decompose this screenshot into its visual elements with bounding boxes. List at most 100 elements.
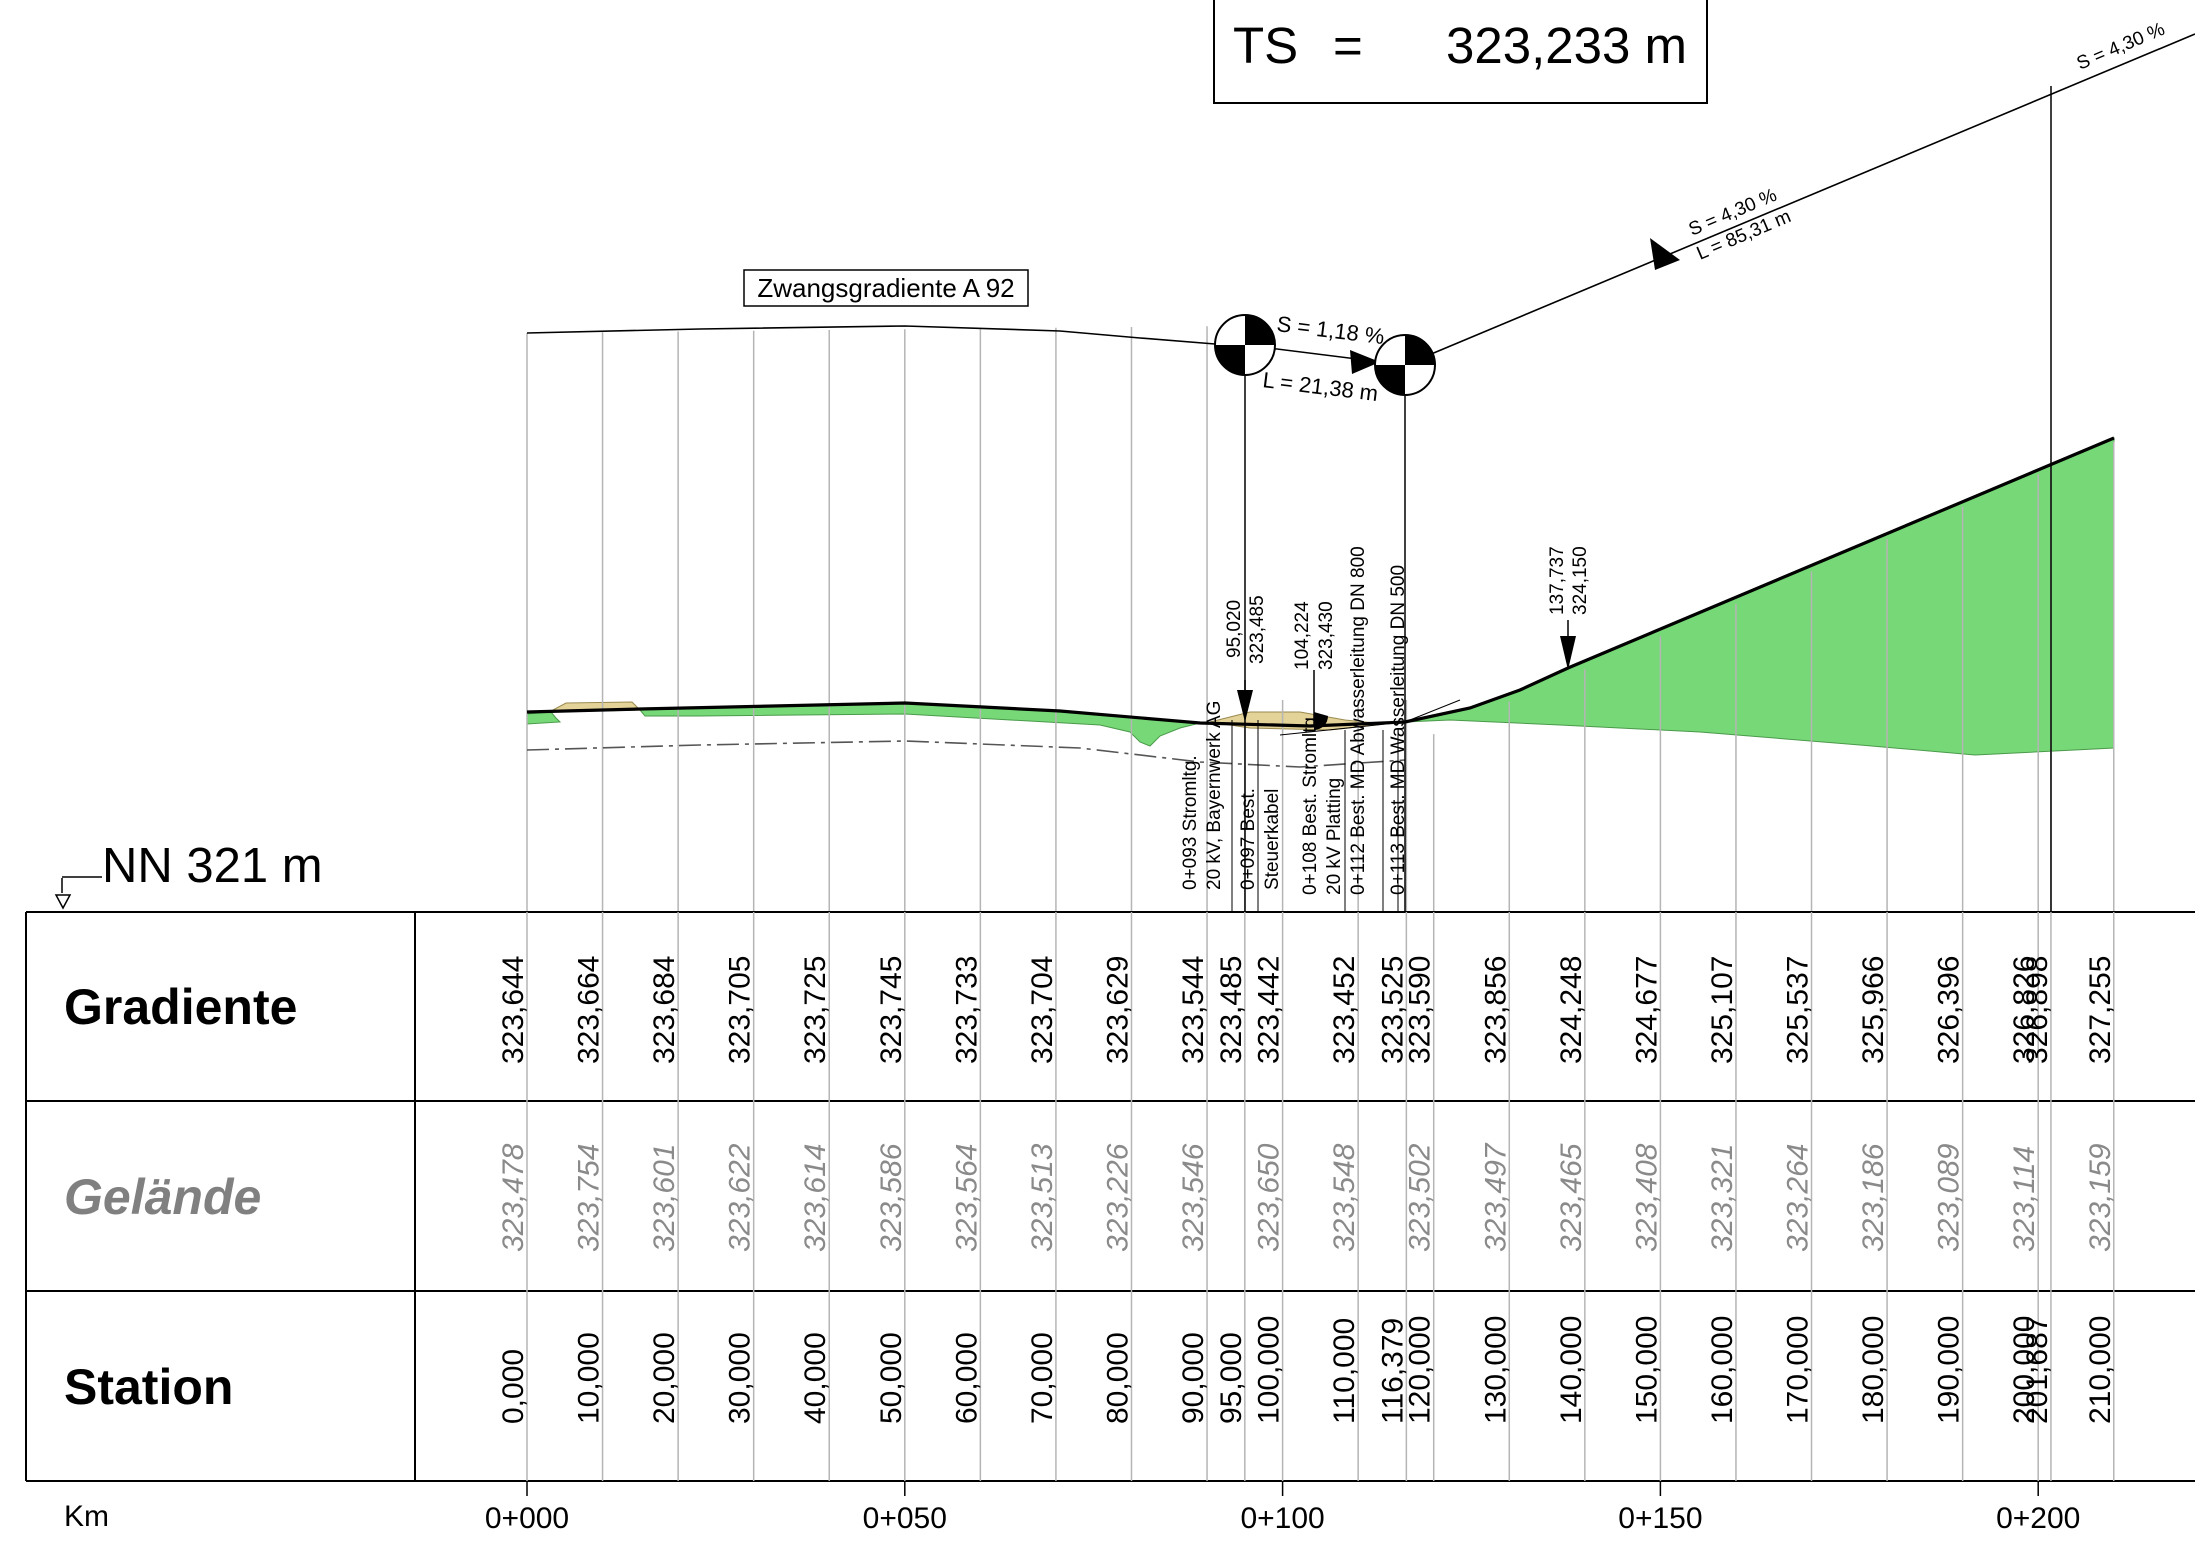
- gelaende-value: 323,226: [1101, 1143, 1134, 1252]
- station-value: 50,000: [875, 1332, 908, 1424]
- station-value: 70,000: [1026, 1332, 1059, 1424]
- pm-station-1: 95,020: [1224, 600, 1245, 658]
- row-label-gelaende: Gelände: [64, 1169, 261, 1225]
- station-value: 210,000: [2084, 1316, 2117, 1424]
- ts-label: TS: [1233, 17, 1298, 74]
- reference-triangle-icon: [54, 894, 72, 910]
- fill-left-green: [526, 711, 562, 725]
- gelaende-value: 323,564: [950, 1144, 983, 1252]
- pm-height-1: 323,485: [1247, 595, 1268, 664]
- gradiente-value: 325,107: [1706, 956, 1739, 1064]
- gradiente-value: 326,826: [2008, 956, 2041, 1064]
- km-label: Km: [64, 1500, 109, 1533]
- arrow-head-2: [1650, 238, 1680, 270]
- crossing-3-l1: 0+108 Best. Stromltg.: [1300, 712, 1321, 895]
- km-ticks: 0+000 0+050 0+100 0+150 0+200: [485, 1481, 2080, 1535]
- station-value: 10,000: [573, 1332, 606, 1424]
- zwangsgradiente-line: [526, 325, 1216, 345]
- station-value: 180,000: [1857, 1316, 1890, 1424]
- station-value: 201,687: [2021, 1316, 2054, 1424]
- crossing-1-l1: 0+093 Stromltg.: [1180, 755, 1201, 890]
- crossing-3-l2: 20 kV Platting: [1324, 778, 1345, 895]
- gelaende-value: 323,465: [1555, 1143, 1588, 1252]
- gelaende-value: 323,601: [648, 1144, 681, 1252]
- vertex-marker-2: [1374, 334, 1436, 396]
- vertex-symbols: [1214, 86, 2052, 912]
- gradiente-value: 323,590: [1404, 956, 1437, 1064]
- fill-main-green: [638, 702, 1201, 747]
- gelaende-value: 323,264: [1782, 1144, 1815, 1252]
- gradiente-value: 323,684: [648, 956, 681, 1064]
- station-value: 190,000: [1933, 1316, 1966, 1424]
- station-value: 150,000: [1630, 1316, 1663, 1424]
- km-tick-label: 0+100: [1240, 1502, 1324, 1535]
- grade-segment-2: [1404, 33, 2195, 366]
- gelaende-value: 323,650: [1253, 1143, 1286, 1252]
- km-axis: Km 0+000 0+050 0+100 0+150 0+200: [64, 1481, 2080, 1535]
- gelaende-value: 323,586: [875, 1143, 908, 1252]
- station-grid-lines: [526, 326, 2115, 912]
- gelaende-value: 323,497: [1479, 1142, 1512, 1252]
- gradiente-value: 323,745: [875, 956, 908, 1064]
- gradiente-value: 323,733: [950, 956, 983, 1064]
- zwangsgradiente-label: Zwangsgradiente A 92: [757, 273, 1014, 303]
- crossing-2-l2: Steuerkabel: [1262, 789, 1283, 890]
- ts-equals: =: [1333, 17, 1363, 74]
- km-tick-label: 0+050: [863, 1502, 947, 1535]
- vertex-marker-1: [1214, 314, 1276, 376]
- gelaende-value: 323,321: [1706, 1144, 1739, 1252]
- slope-s3: S = 4,30 %: [2074, 19, 2168, 75]
- fill-right-wedge-green: [1404, 437, 2115, 756]
- station-value: 100,000: [1253, 1316, 1286, 1424]
- station-value: 160,000: [1706, 1316, 1739, 1424]
- zwangsgradiente: Zwangsgradiente A 92: [526, 269, 1216, 345]
- crossing-labels: 0+093 Stromltg. 20 kV, Bayernwerk AG 0+0…: [1180, 546, 1409, 912]
- gradiente-value: 323,725: [799, 956, 832, 1064]
- gradiente-value: 323,442: [1253, 956, 1286, 1064]
- km-tick-label: 0+150: [1618, 1502, 1702, 1535]
- gelaende-value: 323,114: [2008, 1146, 2041, 1252]
- gradiente-value: 326,396: [1933, 956, 1966, 1064]
- row-label-gradiente: Gradiente: [64, 979, 297, 1035]
- pm-height-2: 323,430: [1316, 601, 1337, 670]
- gelaende-value: 323,513: [1026, 1143, 1059, 1252]
- gelaende-value: 323,089: [1933, 1143, 1966, 1252]
- gelaende-value: 323,548: [1328, 1143, 1361, 1252]
- gradiente-value: 324,248: [1555, 956, 1588, 1064]
- reference-level-label: NN 321 m: [102, 839, 323, 893]
- gelaende-value: 323,622: [724, 1143, 757, 1252]
- gradiente-value: 323,664: [573, 956, 606, 1064]
- crossing-2-l1: 0+097 Best.: [1238, 788, 1259, 890]
- station-value: 140,000: [1555, 1316, 1588, 1424]
- station-value: 170,000: [1782, 1316, 1815, 1424]
- gelaende-value: 323,502: [1404, 1143, 1437, 1252]
- row-label-station: Station: [64, 1359, 233, 1415]
- ts-value: 323,233 m: [1446, 17, 1687, 74]
- station-value: 0,000: [497, 1349, 530, 1424]
- station-value: 130,000: [1479, 1316, 1512, 1424]
- gelaende-value: 323,186: [1857, 1143, 1890, 1252]
- dash-dot-line: [526, 740, 1406, 768]
- gradiente-value: 327,255: [2084, 956, 2117, 1064]
- gradiente-value: 324,677: [1630, 956, 1663, 1064]
- station-value: 116,379: [1376, 1318, 1409, 1424]
- gelaende-value: 323,754: [573, 1144, 606, 1252]
- station-value: 90,000: [1177, 1332, 1210, 1424]
- station-value: 40,000: [799, 1332, 832, 1424]
- pm-arrow-1: [1237, 690, 1253, 722]
- gradiente-value: 323,704: [1026, 956, 1059, 1064]
- gelaende-value: 323,478: [497, 1143, 530, 1252]
- ground-line: [526, 436, 2115, 728]
- pm-arrow-2: [1314, 712, 1328, 730]
- gelaende-value: 323,408: [1630, 1143, 1663, 1252]
- gradiente-value: 323,644: [497, 956, 530, 1064]
- table-columns: 323,644 323,478 0,000 323,664 323,754 10,000 3…: [497, 912, 2117, 1481]
- station-value: 95,000: [1215, 1332, 1248, 1424]
- gelaende-value: 323,159: [2084, 1143, 2117, 1252]
- point-markers: 95,020 323,485 104,224 323,430 137,737 3…: [1224, 546, 1591, 730]
- crossing-1-l2: 20 kV, Bayernwerk AG: [1204, 701, 1225, 890]
- pm-height-3: 324,150: [1570, 546, 1591, 615]
- crossing-4-l1: 0+112 Best. MD Abwasserleitung DN 800: [1348, 546, 1369, 895]
- station-value: 110,000: [1328, 1318, 1361, 1424]
